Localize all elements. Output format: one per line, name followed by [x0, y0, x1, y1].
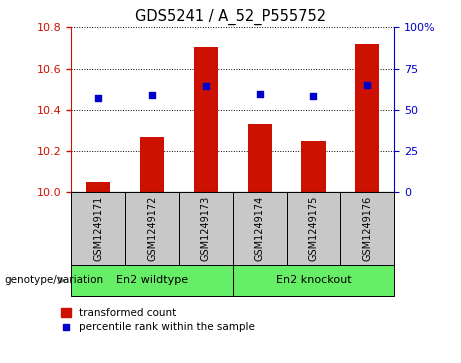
- Text: GSM1249175: GSM1249175: [308, 196, 319, 261]
- Text: GSM1249171: GSM1249171: [93, 196, 103, 261]
- Bar: [71, 192, 125, 265]
- Bar: [71, 265, 233, 296]
- Legend: transformed count, percentile rank within the sample: transformed count, percentile rank withi…: [60, 308, 255, 333]
- Text: En2 knockout: En2 knockout: [276, 276, 351, 285]
- Bar: [194, 47, 218, 192]
- Text: GSM1249174: GSM1249174: [254, 196, 265, 261]
- Point: [256, 91, 263, 97]
- Bar: [140, 136, 164, 192]
- Point: [95, 95, 102, 101]
- Point: [364, 82, 371, 88]
- Text: GSM1249176: GSM1249176: [362, 196, 372, 261]
- Text: En2 wildtype: En2 wildtype: [116, 276, 188, 285]
- Bar: [179, 192, 233, 265]
- Bar: [86, 182, 111, 192]
- Bar: [248, 124, 272, 192]
- Point: [202, 83, 210, 89]
- Bar: [125, 192, 179, 265]
- Bar: [287, 192, 340, 265]
- Text: genotype/variation: genotype/variation: [5, 276, 104, 285]
- Text: GDS5241 / A_52_P555752: GDS5241 / A_52_P555752: [135, 9, 326, 25]
- Text: GSM1249172: GSM1249172: [147, 196, 157, 261]
- Bar: [233, 265, 394, 296]
- Point: [148, 93, 156, 98]
- Bar: [340, 192, 394, 265]
- Bar: [355, 44, 379, 192]
- Bar: [301, 141, 325, 192]
- Point: [310, 94, 317, 99]
- Bar: [233, 192, 287, 265]
- Text: GSM1249173: GSM1249173: [201, 196, 211, 261]
